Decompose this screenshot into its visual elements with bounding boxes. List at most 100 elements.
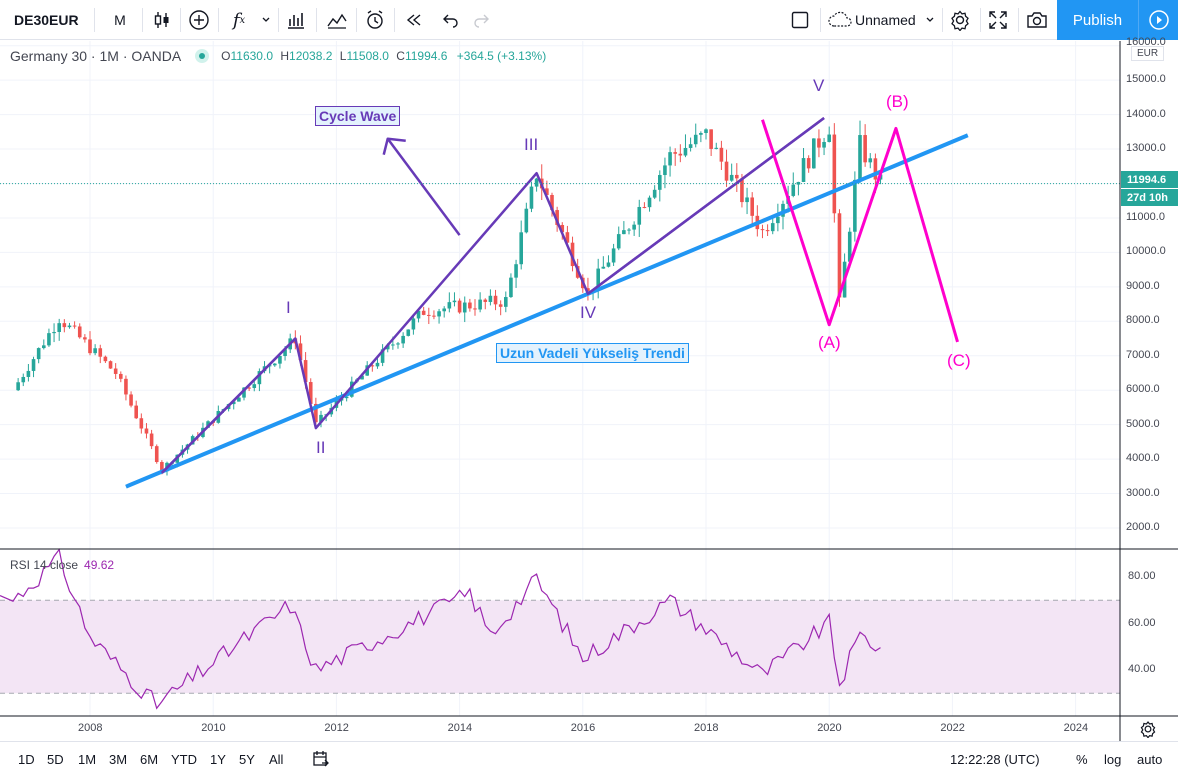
wave-5-channel[interactable] xyxy=(587,117,825,295)
cycle-wave-label[interactable]: Cycle Wave xyxy=(315,106,401,126)
candle-body xyxy=(139,418,144,429)
time-tick-label: 2014 xyxy=(447,722,473,734)
candle-body xyxy=(93,348,97,354)
high-value: 12038.2 xyxy=(289,49,333,63)
candle-body xyxy=(36,348,41,360)
candle-body xyxy=(483,299,488,302)
chevron-down-icon[interactable] xyxy=(922,6,938,34)
clock-time[interactable]: 12:22:28 (UTC) xyxy=(950,752,1040,767)
play-icon[interactable] xyxy=(1138,0,1178,40)
candle-body xyxy=(231,401,236,405)
wave-1-line[interactable] xyxy=(160,337,297,474)
range-button-1d[interactable]: 1D xyxy=(18,752,35,767)
candle-body xyxy=(83,337,87,340)
wave-label-i[interactable]: I xyxy=(286,298,291,317)
layout-name[interactable]: Unnamed xyxy=(855,12,916,28)
wave-label-b[interactable]: (B) xyxy=(886,92,909,111)
wave-label-iii[interactable]: III xyxy=(524,135,539,154)
candle-body xyxy=(134,405,138,419)
fullscreen-icon[interactable] xyxy=(984,6,1012,34)
candle-body xyxy=(103,356,108,362)
last-price-badge: 11994.6 xyxy=(1121,171,1178,188)
range-button-5y[interactable]: 5Y xyxy=(239,752,255,767)
scale-settings-icon[interactable] xyxy=(1139,720,1157,743)
redo-icon[interactable] xyxy=(468,6,494,34)
templates-icon[interactable] xyxy=(322,6,352,34)
separator xyxy=(356,8,357,32)
candle-body xyxy=(319,414,323,423)
interval-button[interactable]: M xyxy=(114,12,126,28)
settings-icon[interactable] xyxy=(946,6,974,34)
arrow-head-icon[interactable] xyxy=(382,137,406,156)
range-button-all[interactable]: All xyxy=(269,752,284,767)
candle-body xyxy=(524,208,529,233)
price-tick-label: 10000.0 xyxy=(1126,245,1166,258)
range-button-3m[interactable]: 3M xyxy=(109,752,128,767)
candle-body xyxy=(380,349,385,363)
rsi-legend[interactable]: RSI 14 close 49.62 xyxy=(10,558,114,572)
candle-body xyxy=(88,339,92,354)
range-button-5d[interactable]: 5D xyxy=(47,752,64,767)
candle-body xyxy=(457,300,462,313)
low-value: 11508.0 xyxy=(346,49,389,63)
goto-date-icon[interactable] xyxy=(312,750,332,771)
candle-body xyxy=(452,300,457,303)
candles-icon[interactable] xyxy=(148,6,176,34)
candle-body xyxy=(504,297,508,307)
wave-label-ii[interactable]: II xyxy=(316,438,326,457)
candle-body xyxy=(283,349,287,357)
price-tick-label: 7000.0 xyxy=(1126,348,1160,361)
chevron-down-icon[interactable] xyxy=(258,6,274,34)
candle-body xyxy=(601,266,606,269)
log-toggle[interactable]: log xyxy=(1104,752,1122,767)
separator xyxy=(820,8,821,32)
rsi-band xyxy=(0,600,1120,694)
layout-icon[interactable] xyxy=(786,6,814,34)
price-tick-label: 8000.0 xyxy=(1126,314,1160,327)
add-icon[interactable] xyxy=(185,6,213,34)
cloud-icon[interactable] xyxy=(826,6,854,34)
candle-body xyxy=(108,361,113,369)
drawings[interactable] xyxy=(125,117,969,489)
separator xyxy=(316,8,317,32)
candle-body xyxy=(488,295,493,302)
undo-icon[interactable] xyxy=(438,6,464,34)
long-term-trendline[interactable] xyxy=(125,133,969,489)
range-button-1y[interactable]: 1Y xyxy=(210,752,226,767)
abc-correction-lines[interactable] xyxy=(761,119,959,343)
separator xyxy=(142,8,143,32)
legend-title[interactable]: Germany 30 · 1M · OANDA xyxy=(10,48,182,64)
candle-body xyxy=(62,323,67,328)
candle-body xyxy=(257,371,262,385)
wave-label-a[interactable]: (A) xyxy=(818,333,841,352)
wave-label-iv[interactable]: IV xyxy=(580,303,597,322)
publish-button[interactable]: Publish xyxy=(1057,0,1138,40)
percent-toggle[interactable]: % xyxy=(1076,752,1088,767)
range-button-6m[interactable]: 6M xyxy=(140,752,159,767)
chart-canvas[interactable] xyxy=(0,0,1178,741)
range-button-ytd[interactable]: YTD xyxy=(171,752,197,767)
currency-badge[interactable]: EUR xyxy=(1131,46,1165,61)
candle-body xyxy=(411,318,416,330)
camera-icon[interactable] xyxy=(1022,6,1052,34)
alert-icon[interactable] xyxy=(361,6,389,34)
auto-toggle[interactable]: auto xyxy=(1137,752,1163,767)
symbol-search-button[interactable]: DE30EUR xyxy=(14,12,79,28)
compare-icon[interactable] xyxy=(282,6,310,34)
cycle-wave-arrow[interactable] xyxy=(386,137,461,236)
wave-label-c[interactable]: (C) xyxy=(947,351,971,370)
close-value: 11994.6 xyxy=(404,49,448,63)
candle-body xyxy=(401,335,405,344)
trend-label[interactable]: Uzun Vadeli Yükseliş Trendi xyxy=(496,343,689,363)
separator xyxy=(94,8,95,32)
candle-body xyxy=(52,331,56,334)
range-button-1m[interactable]: 1M xyxy=(78,752,97,767)
candle-body xyxy=(360,375,364,380)
replay-icon[interactable] xyxy=(400,6,428,34)
price-tick-label: 6000.0 xyxy=(1126,383,1160,396)
wave-label-v[interactable]: V xyxy=(813,76,825,95)
candle-body xyxy=(812,138,816,169)
